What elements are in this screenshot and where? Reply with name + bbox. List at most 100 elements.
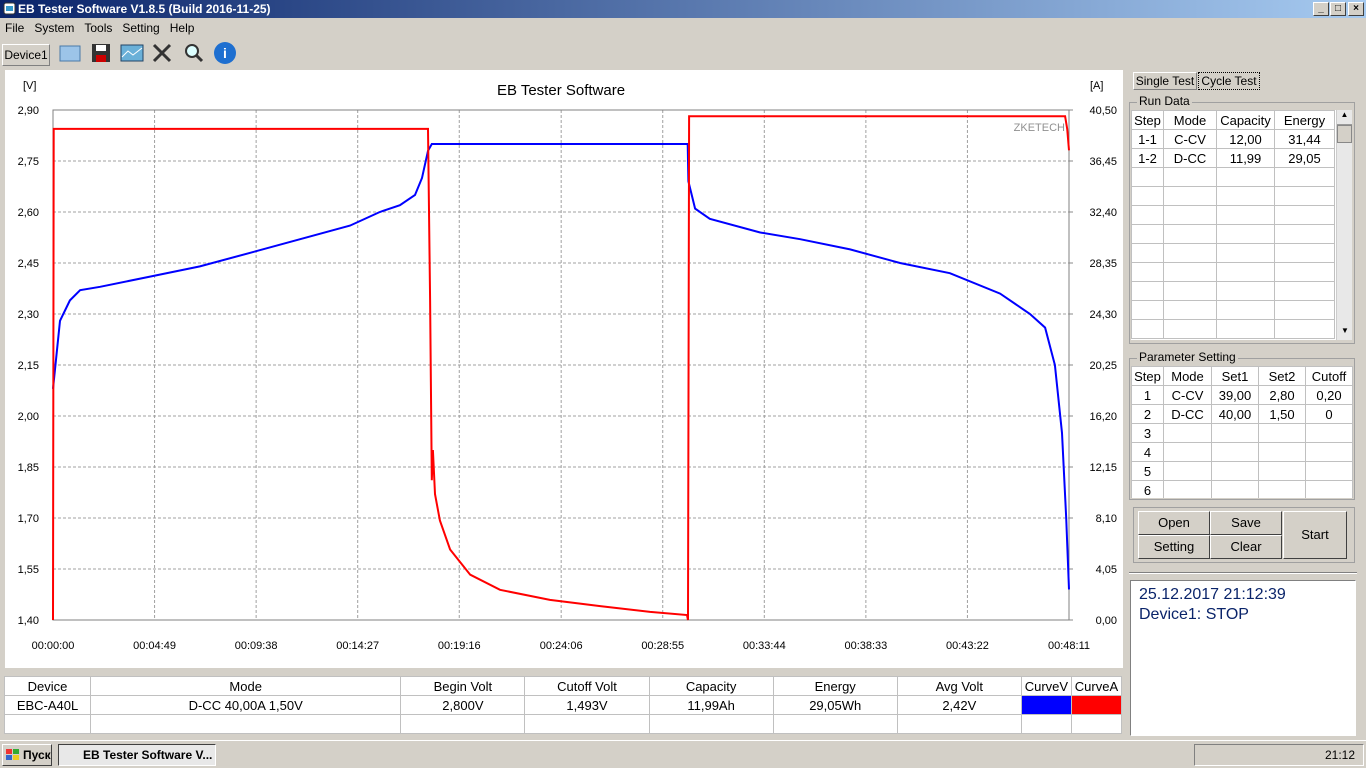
taskbar: Пуск EB Tester Software V... 21:12	[0, 740, 1366, 768]
y2-tick-label: 20,25	[1089, 360, 1117, 372]
empty-cell	[1211, 442, 1259, 462]
row	[3, 714, 1123, 734]
menu-item[interactable]: System	[34, 21, 75, 35]
y2-axis-label: [A]	[1090, 80, 1103, 92]
empty-cell	[1216, 167, 1275, 187]
x-tick-label: 00:09:38	[235, 640, 278, 652]
empty-cell	[1163, 186, 1217, 206]
y-tick-label: 2,90	[18, 105, 39, 117]
empty-cell	[1131, 281, 1164, 301]
y-tick-label: 1,85	[18, 462, 39, 474]
empty-cell	[648, 714, 774, 734]
y2-tick-label: 0,00	[1096, 615, 1117, 627]
y2-tick-label: 32,40	[1089, 207, 1117, 219]
empty-cell	[1305, 461, 1353, 481]
row	[1131, 167, 1335, 187]
tools-icon[interactable]	[149, 40, 177, 66]
cell: C-CV	[1163, 129, 1217, 149]
cell: 2	[1131, 404, 1164, 424]
row: 6	[1131, 480, 1353, 498]
empty-cell	[1258, 461, 1306, 481]
empty-cell	[1216, 224, 1275, 244]
start-icon	[6, 749, 19, 760]
header-cell: Avg Volt	[896, 676, 1022, 696]
menu-item[interactable]: Help	[169, 21, 195, 35]
empty-cell	[1258, 442, 1306, 462]
button[interactable]: Setting	[1138, 535, 1210, 559]
y-tick-label: 2,45	[18, 258, 39, 270]
start-button[interactable]: Пуск	[2, 744, 52, 766]
row	[1131, 300, 1335, 320]
scrollbar[interactable]: ▲ ▼	[1336, 110, 1352, 340]
button[interactable]: Open	[1138, 511, 1210, 535]
minimize-button[interactable]: _	[1313, 2, 1329, 16]
header-cell: Step	[1131, 110, 1164, 130]
cell: 39,00	[1211, 385, 1259, 405]
y-tick-label: 2,15	[18, 360, 39, 372]
empty-cell	[1131, 167, 1164, 187]
cell: 11,99	[1216, 148, 1275, 168]
empty-cell	[1216, 262, 1275, 282]
x-tick-label: 00:33:44	[743, 640, 786, 652]
empty-cell	[1131, 262, 1164, 282]
save-icon[interactable]	[87, 40, 115, 66]
empty-cell	[1163, 205, 1217, 225]
empty-cell	[1274, 167, 1335, 187]
header-cell: Mode	[1163, 110, 1217, 130]
menu-bar: File System Tools Setting Help	[0, 19, 1366, 37]
button[interactable]: Clear	[1210, 535, 1282, 559]
y2-tick-label: 24,30	[1089, 309, 1117, 321]
row: 1 C-CV 39,00 2,80 0,20	[1131, 385, 1353, 405]
header-cell: Cutoff Volt	[524, 676, 650, 696]
button[interactable]: Start	[1283, 511, 1347, 559]
empty-cell	[1070, 714, 1123, 734]
empty-cell	[1274, 186, 1335, 206]
cell: 12,00	[1216, 129, 1275, 149]
task-button[interactable]: EB Tester Software V...	[58, 744, 216, 766]
menu-item[interactable]: Tools	[84, 21, 113, 35]
y2-tick-label: 16,20	[1089, 411, 1117, 423]
menu-item[interactable]: Setting	[122, 21, 160, 35]
button[interactable]: Save	[1210, 511, 1282, 535]
legend-label: CurveV	[1020, 676, 1072, 696]
cell: EBC-A40L	[3, 695, 92, 715]
cell: 1,50	[1258, 404, 1306, 424]
cell: 29,05Wh	[772, 695, 898, 715]
empty-cell	[1163, 243, 1217, 263]
cell: 1	[1131, 385, 1164, 405]
open-icon[interactable]	[56, 40, 84, 66]
empty-cell	[1258, 423, 1306, 443]
empty-cell	[524, 714, 650, 734]
table: Step Mode Set1 Set2 Cutoff 1 C-CV 39,00 2,80 0,20…	[1131, 366, 1353, 498]
empty-cell	[1274, 319, 1335, 339]
empty-cell	[1163, 319, 1217, 339]
empty-cell	[896, 714, 1022, 734]
run-data-table: Step Mode Capacity Energy 1-1 C-CV 12,00 31,44 1…	[1131, 110, 1336, 340]
empty-cell	[1131, 205, 1164, 225]
tab[interactable]: Single Test	[1133, 72, 1197, 90]
empty-cell	[1211, 423, 1259, 443]
menu-item[interactable]: File	[5, 21, 25, 35]
info-icon[interactable]: i	[211, 40, 239, 66]
cell: 6	[1131, 480, 1164, 498]
row	[1131, 205, 1335, 225]
tab-active[interactable]: Cycle Test	[1198, 72, 1260, 90]
x-tick-label: 00:19:16	[438, 640, 481, 652]
header-cell: Capacity	[648, 676, 774, 696]
chart-icon[interactable]	[118, 40, 146, 66]
series-line	[52, 115, 1070, 621]
legend-label: CurveA	[1070, 676, 1123, 696]
x-tick-label: 00:24:06	[540, 640, 583, 652]
header-cell: Device	[3, 676, 92, 696]
row	[1131, 262, 1335, 282]
search-icon[interactable]	[180, 40, 208, 66]
maximize-button[interactable]: □	[1330, 2, 1346, 16]
device-tab[interactable]: Device1	[2, 44, 50, 66]
close-button[interactable]: ×	[1348, 2, 1364, 16]
empty-cell	[1216, 281, 1275, 301]
cell: C-CV	[1163, 385, 1212, 405]
empty-cell	[1163, 167, 1217, 187]
cell: 29,05	[1274, 148, 1335, 168]
table: Device Mode Begin Volt Cutoff Volt Capacity E…	[3, 676, 1123, 734]
cell: 0,20	[1305, 385, 1353, 405]
